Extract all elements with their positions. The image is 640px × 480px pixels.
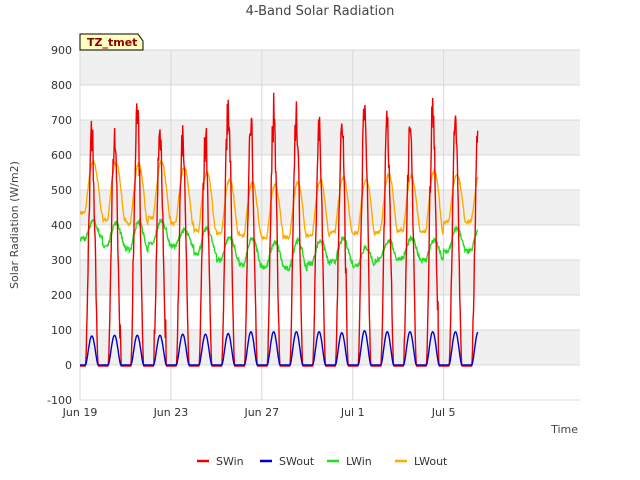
y-tick-label: 600 — [51, 149, 72, 162]
y-tick-label: 400 — [51, 219, 72, 232]
y-tick-label: 100 — [51, 324, 72, 337]
y-axis-label: Solar Radiation (W/m2) — [8, 161, 21, 289]
y-tick-label: 300 — [51, 254, 72, 267]
series-line-lwout — [80, 159, 479, 242]
y-tick-label: 200 — [51, 289, 72, 302]
tag-label: TZ_tmet — [87, 36, 137, 49]
grid — [79, 49, 580, 401]
y-axis: -100 0 100 200 300 400 500 600 700 800 900 — [47, 44, 72, 407]
series-layer — [80, 92, 479, 367]
y-tick-label: 700 — [51, 114, 72, 127]
y-tick-label: 800 — [51, 79, 72, 92]
x-tick-label: Jun 27 — [243, 406, 279, 419]
legend-label-lwout: LWout — [414, 455, 448, 468]
plot-band — [80, 365, 580, 400]
series-line-lwin — [80, 217, 479, 272]
plot-band — [80, 50, 580, 85]
plot-band — [80, 225, 580, 260]
legend-label-swout: SWout — [279, 455, 315, 468]
y-tick-label: -100 — [47, 394, 72, 407]
x-axis-label: Time — [550, 423, 578, 436]
y-tick-label: 0 — [65, 359, 72, 372]
x-tick-label: Jul 5 — [431, 406, 456, 419]
plot-band — [80, 85, 580, 120]
plot-band — [80, 295, 580, 330]
x-tick-label: Jul 1 — [340, 406, 365, 419]
x-tick-label: Jun 19 — [62, 406, 98, 419]
x-axis: Jun 19 Jun 23 Jun 27 Jul 1 Jul 5 — [62, 406, 456, 419]
legend-label-lwin: LWin — [346, 455, 372, 468]
x-tick-label: Jun 23 — [153, 406, 189, 419]
legend: SWin SWout LWin LWout — [197, 455, 448, 468]
y-tick-label: 900 — [51, 44, 72, 57]
plot-band — [80, 155, 580, 190]
series-line-swout — [80, 329, 479, 366]
legend-label-swin: SWin — [216, 455, 244, 468]
series-line-swin — [80, 92, 479, 367]
plot-band — [80, 120, 580, 155]
tag-box: TZ_tmet — [79, 33, 144, 51]
y-tick-label: 500 — [51, 184, 72, 197]
chart-title: 4-Band Solar Radiation — [246, 4, 395, 19]
